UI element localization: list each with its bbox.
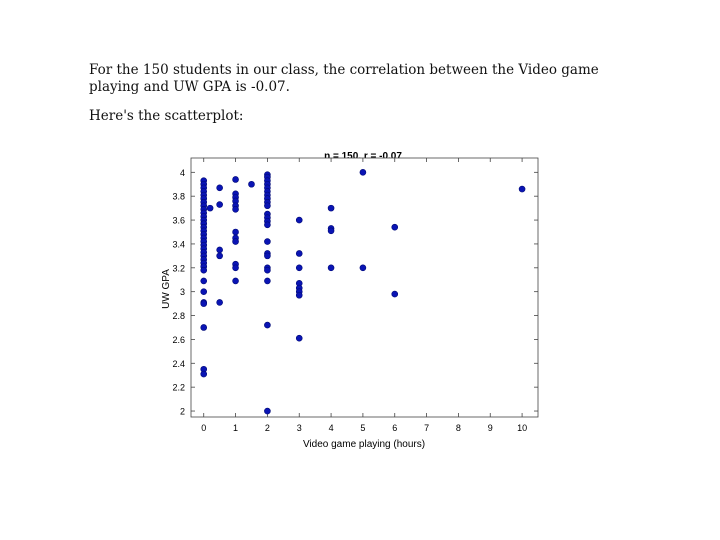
x-tick-label: 9 [488,423,493,433]
x-tick-label: 4 [329,423,334,433]
scatterplot-label: Here's the scatterplot: [89,108,244,124]
data-point [216,184,223,192]
intro-text: For the 150 students in our class, the c… [89,62,649,137]
y-tick-label: 2.8 [172,311,185,321]
data-point [200,324,208,331]
data-point [232,206,239,213]
data-point [232,264,239,272]
x-axis: 0 1 2 3 4 5 6 7 8 9 10 [201,158,527,433]
data-point [359,264,367,272]
intro-paragraph: For the 150 students in our class, the c… [89,62,599,95]
data-point [232,176,239,183]
data-point [359,169,367,176]
x-tick-label: 7 [424,423,429,433]
data-point [327,227,335,235]
data-point [264,221,271,229]
data-point [391,290,399,298]
y-tick-label: 3.8 [172,192,185,202]
data-point [264,321,271,329]
data-point [232,277,239,285]
data-points [200,169,526,415]
x-tick-label: 2 [265,423,270,433]
data-point [200,277,208,285]
chart-title: n = 150, r = -0.07 [324,151,402,162]
data-point [264,238,271,245]
data-point [264,407,271,415]
y-axis: 2 2.2 2.4 2.6 2.8 3 3.2 3.4 3.6 3.8 4 [172,168,538,417]
data-point [200,370,208,378]
x-tick-label: 1 [233,423,238,433]
data-point [295,334,303,342]
data-point [295,291,303,299]
x-tick-label: 6 [392,423,397,433]
data-point [216,201,223,208]
data-point [206,204,214,212]
x-tick-label: 5 [360,423,365,433]
y-tick-label: 3.2 [172,263,185,273]
x-axis-label: Video game playing (hours) [303,439,425,450]
y-tick-label: 3 [180,287,185,297]
data-point [391,223,399,231]
data-point [295,216,303,224]
y-tick-label: 3.6 [172,216,185,226]
data-point [232,238,239,245]
data-point [264,252,271,260]
y-tick-label: 2.6 [172,335,185,345]
data-point [518,185,526,193]
y-tick-label: 2.4 [172,359,185,369]
data-point [295,264,303,272]
data-point [264,266,271,274]
x-tick-label: 0 [201,423,206,433]
y-tick-label: 2.2 [172,383,185,393]
data-point [264,277,271,285]
data-point [327,264,335,272]
data-point [216,252,223,260]
y-tick-label: 2 [180,407,185,417]
data-point [295,250,303,257]
data-point [200,288,208,295]
y-tick-label: 3.4 [172,239,185,249]
x-tick-label: 3 [297,423,302,433]
data-point [216,299,223,306]
data-point [200,266,208,274]
data-point [264,202,271,210]
data-point [248,180,255,188]
plot-area [190,157,539,418]
y-axis-label: UW GPA [161,269,172,309]
x-tick-label: 8 [456,423,461,433]
data-point [200,300,208,307]
data-point [327,204,335,212]
data-point [232,228,239,236]
y-tick-label: 4 [180,168,185,178]
data-point [216,246,223,254]
x-tick-label: 10 [517,423,527,433]
